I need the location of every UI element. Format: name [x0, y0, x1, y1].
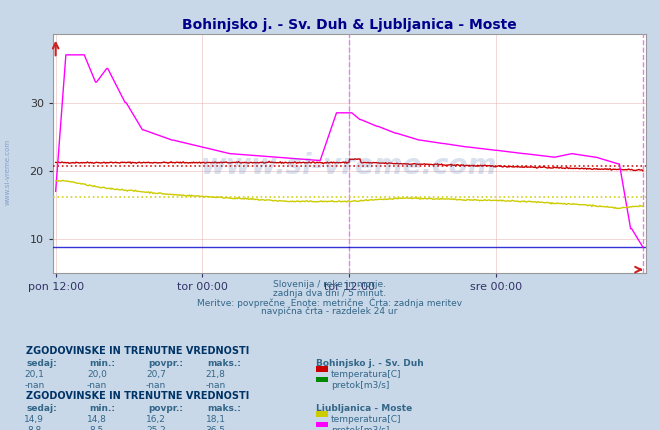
Text: 14,9: 14,9	[24, 415, 44, 424]
Text: 18,1: 18,1	[206, 415, 225, 424]
Text: temperatura[C]: temperatura[C]	[331, 415, 401, 424]
Text: sedaj:: sedaj:	[26, 359, 57, 368]
Text: -nan: -nan	[87, 381, 107, 390]
Text: 8,8: 8,8	[27, 426, 42, 430]
Text: 8,5: 8,5	[90, 426, 104, 430]
Text: 21,8: 21,8	[206, 370, 225, 379]
Text: www.si-vreme.com: www.si-vreme.com	[201, 152, 498, 180]
Text: 36,5: 36,5	[206, 426, 225, 430]
Text: sedaj:: sedaj:	[26, 404, 57, 413]
Text: 20,1: 20,1	[24, 370, 44, 379]
Text: min.:: min.:	[89, 359, 115, 368]
Text: povpr.:: povpr.:	[148, 404, 183, 413]
Text: 25,2: 25,2	[146, 426, 166, 430]
Text: maks.:: maks.:	[208, 359, 241, 368]
Text: pretok[m3/s]: pretok[m3/s]	[331, 381, 389, 390]
Text: pretok[m3/s]: pretok[m3/s]	[331, 426, 389, 430]
Text: ZGODOVINSKE IN TRENUTNE VREDNOSTI: ZGODOVINSKE IN TRENUTNE VREDNOSTI	[26, 391, 250, 401]
Text: povpr.:: povpr.:	[148, 359, 183, 368]
Text: temperatura[C]: temperatura[C]	[331, 370, 401, 379]
Text: min.:: min.:	[89, 404, 115, 413]
Text: ZGODOVINSKE IN TRENUTNE VREDNOSTI: ZGODOVINSKE IN TRENUTNE VREDNOSTI	[26, 346, 250, 356]
Text: 16,2: 16,2	[146, 415, 166, 424]
Text: -nan: -nan	[24, 381, 44, 390]
Text: zadnja dva dni / 5 minut.: zadnja dva dni / 5 minut.	[273, 289, 386, 298]
Text: navpična črta - razdelek 24 ur: navpična črta - razdelek 24 ur	[262, 306, 397, 316]
Text: Slovenija / reke in morje.: Slovenija / reke in morje.	[273, 280, 386, 289]
Text: Meritve: povprečne  Enote: metrične  Črta: zadnja meritev: Meritve: povprečne Enote: metrične Črta:…	[197, 298, 462, 308]
Text: -nan: -nan	[146, 381, 166, 390]
Text: -nan: -nan	[206, 381, 225, 390]
Text: Bohinjsko j. - Sv. Duh: Bohinjsko j. - Sv. Duh	[316, 359, 424, 368]
Text: 14,8: 14,8	[87, 415, 107, 424]
Text: maks.:: maks.:	[208, 404, 241, 413]
Text: Ljubljanica - Moste: Ljubljanica - Moste	[316, 404, 413, 413]
Text: www.si-vreme.com: www.si-vreme.com	[5, 139, 11, 205]
Text: 20,0: 20,0	[87, 370, 107, 379]
Text: 20,7: 20,7	[146, 370, 166, 379]
Title: Bohinjsko j. - Sv. Duh & Ljubljanica - Moste: Bohinjsko j. - Sv. Duh & Ljubljanica - M…	[182, 18, 517, 32]
